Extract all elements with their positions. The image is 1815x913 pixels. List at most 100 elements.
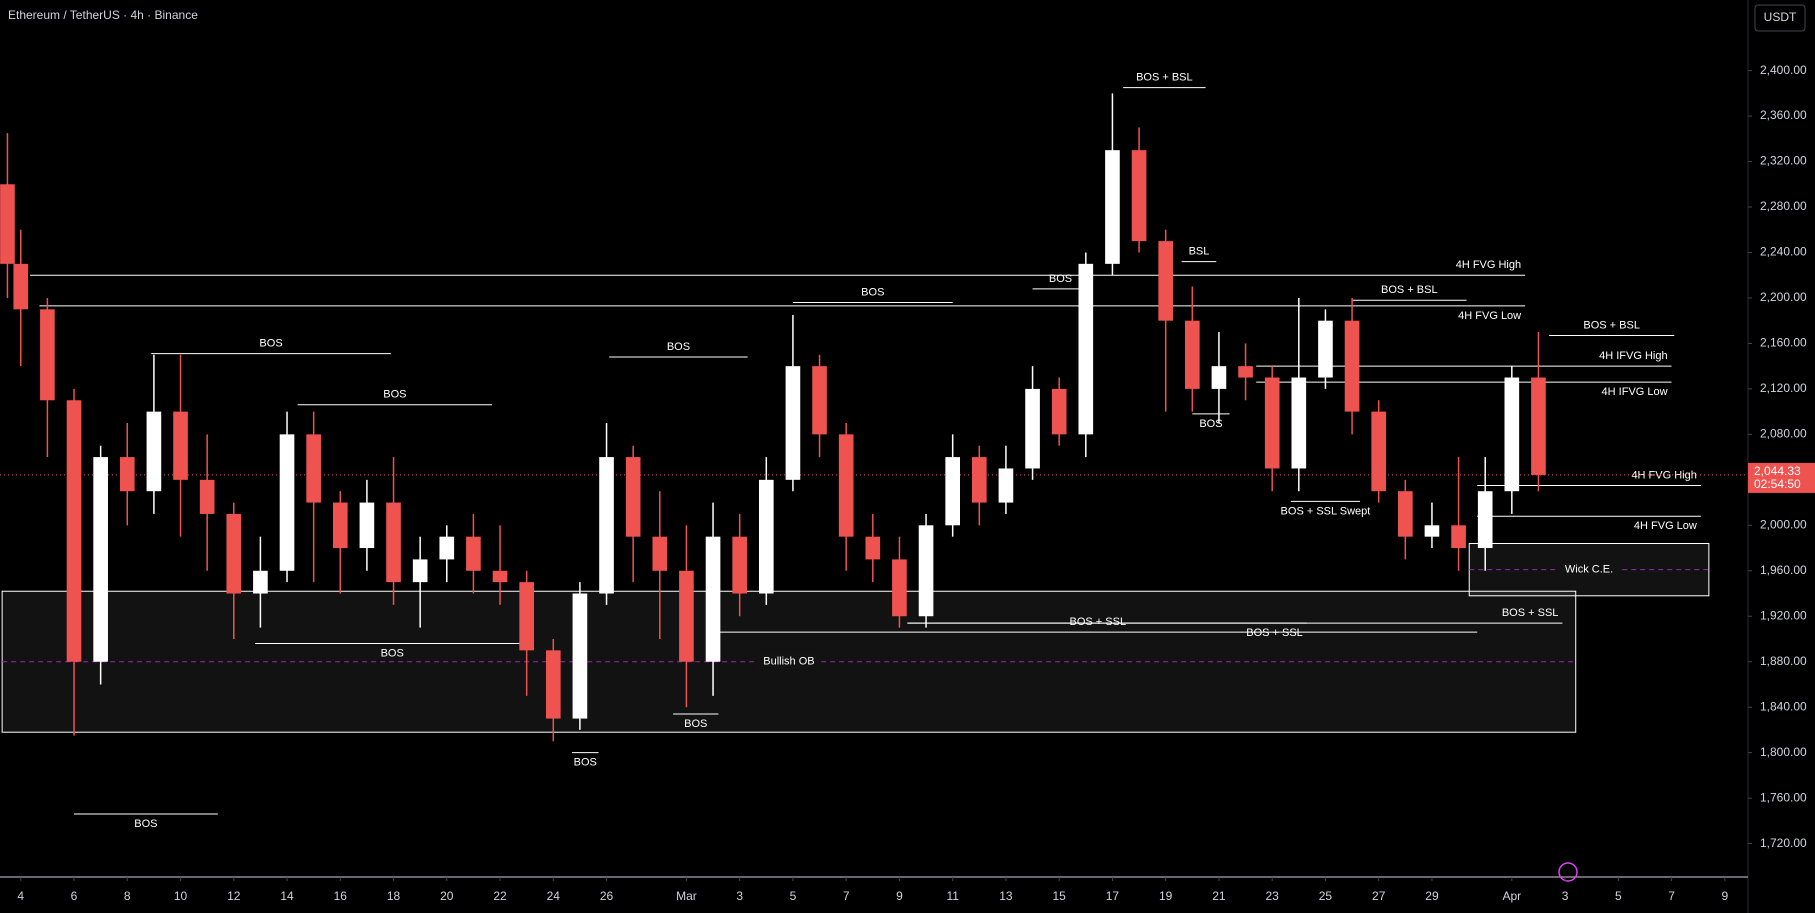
candle-body xyxy=(439,536,455,560)
x-tick-label: 21 xyxy=(1212,889,1226,903)
y-tick-label: 2,160.00 xyxy=(1760,336,1807,350)
candle-body xyxy=(865,536,881,560)
candle-body xyxy=(971,457,987,503)
candle-body xyxy=(945,457,961,526)
x-tick-label: 5 xyxy=(1615,889,1622,903)
candle-body xyxy=(359,502,375,549)
candle-body xyxy=(253,570,268,594)
x-tick-label: 8 xyxy=(124,889,131,903)
x-tick-label: 9 xyxy=(896,889,903,903)
y-tick-label: 2,280.00 xyxy=(1760,199,1807,213)
x-tick-label: Apr xyxy=(1502,889,1521,903)
x-tick-label: 27 xyxy=(1372,889,1386,903)
y-tick-label: 1,800.00 xyxy=(1760,745,1807,759)
candle-body xyxy=(1264,377,1280,469)
level-label: BOS xyxy=(381,647,404,659)
chart-title: Ethereum / TetherUS · 4h · Binance xyxy=(8,8,198,22)
candle-body xyxy=(1451,525,1466,549)
candle-body xyxy=(758,479,774,594)
level-label: BOS + BSL xyxy=(1381,284,1438,296)
level-label: BOS xyxy=(1049,273,1072,285)
candle-body xyxy=(146,411,162,492)
candle-body xyxy=(1238,366,1253,378)
x-tick-label: 16 xyxy=(334,889,348,903)
level-label: BOS + SSL xyxy=(1502,607,1559,619)
candle-body xyxy=(1398,491,1413,537)
x-tick-label: 6 xyxy=(71,889,78,903)
candle-body xyxy=(1078,263,1094,435)
candle-body xyxy=(1105,150,1120,264)
level-label: BOS xyxy=(259,338,282,350)
x-tick-label: 13 xyxy=(999,889,1013,903)
level-label: BOS xyxy=(1199,418,1222,430)
candle-body xyxy=(173,411,188,480)
x-tick-label: 12 xyxy=(227,889,241,903)
y-tick-label: 1,960.00 xyxy=(1760,563,1807,577)
x-tick-label: 18 xyxy=(387,889,401,903)
x-tick-label: 23 xyxy=(1266,889,1280,903)
zone-label: Wick C.E. xyxy=(1565,564,1613,576)
x-tick-label: 9 xyxy=(1721,889,1728,903)
candle-body xyxy=(1025,388,1040,469)
level-label: BOS + BSL xyxy=(1136,72,1193,84)
x-tick-label: 7 xyxy=(1668,889,1675,903)
candle-body xyxy=(838,434,854,537)
last-price-label: 2,044.33 xyxy=(1754,464,1801,478)
x-tick-label: 24 xyxy=(547,889,561,903)
level-label: BOS xyxy=(684,718,707,730)
candle-body xyxy=(66,400,82,662)
candle-body xyxy=(918,525,934,617)
level-label: 4H FVG Low xyxy=(1458,310,1521,322)
x-tick-label: 3 xyxy=(1562,889,1569,903)
x-tick-label: 29 xyxy=(1425,889,1439,903)
level-label: BOS xyxy=(383,389,406,401)
candle-body xyxy=(1184,320,1200,389)
y-tick-label: 1,720.00 xyxy=(1760,836,1807,850)
candle-body xyxy=(572,593,588,719)
countdown: 02:54:50 xyxy=(1754,477,1801,491)
level-label: BSL xyxy=(1189,245,1210,257)
candle-body xyxy=(226,513,242,594)
y-tick-label: 2,240.00 xyxy=(1760,245,1807,259)
candle-body xyxy=(40,309,55,401)
x-tick-label: 14 xyxy=(280,889,294,903)
level-label: 4H FVG Low xyxy=(1634,520,1697,532)
candle-body xyxy=(0,184,15,264)
candle-body xyxy=(1051,388,1067,435)
x-tick-label: 19 xyxy=(1159,889,1173,903)
candle-body xyxy=(998,468,1014,503)
level-label: BOS xyxy=(861,286,884,298)
x-tick-label: 17 xyxy=(1106,889,1120,903)
currency[interactable]: USDT xyxy=(1764,10,1797,24)
candle-body xyxy=(652,536,668,571)
x-tick-label: 11 xyxy=(946,889,959,903)
candle-body xyxy=(519,582,534,651)
candle-body xyxy=(679,570,694,662)
level-label: BOS + SSL xyxy=(1246,627,1303,639)
candle-body xyxy=(812,366,827,435)
y-tick-label: 2,360.00 xyxy=(1760,108,1807,122)
currency-box[interactable] xyxy=(1754,4,1806,32)
x-tick-label: 25 xyxy=(1319,889,1333,903)
candle-body xyxy=(1158,241,1174,321)
x-tick-label: 15 xyxy=(1053,889,1067,903)
y-tick-label: 2,320.00 xyxy=(1760,154,1807,168)
alert-icon[interactable] xyxy=(1558,862,1578,882)
candle-body xyxy=(732,536,747,594)
last-price-tag xyxy=(1748,462,1815,493)
candle-body xyxy=(705,536,721,662)
y-tick-label: 2,400.00 xyxy=(1760,63,1807,77)
x-tick-label: 22 xyxy=(493,889,507,903)
x-tick-label: 26 xyxy=(600,889,614,903)
zone-label: Bullish OB xyxy=(763,656,814,668)
y-tick-label: 1,760.00 xyxy=(1760,790,1807,804)
y-tick-label: 1,880.00 xyxy=(1760,654,1807,668)
level-label: 4H IFVG High xyxy=(1599,350,1667,362)
candle-body xyxy=(386,502,401,583)
x-tick-label: 20 xyxy=(440,889,454,903)
zone-label-bg xyxy=(1557,561,1622,578)
candle-body xyxy=(199,479,215,514)
candle-body xyxy=(1477,491,1493,549)
candle-body xyxy=(119,457,135,492)
x-tick-label: Mar xyxy=(676,889,697,903)
